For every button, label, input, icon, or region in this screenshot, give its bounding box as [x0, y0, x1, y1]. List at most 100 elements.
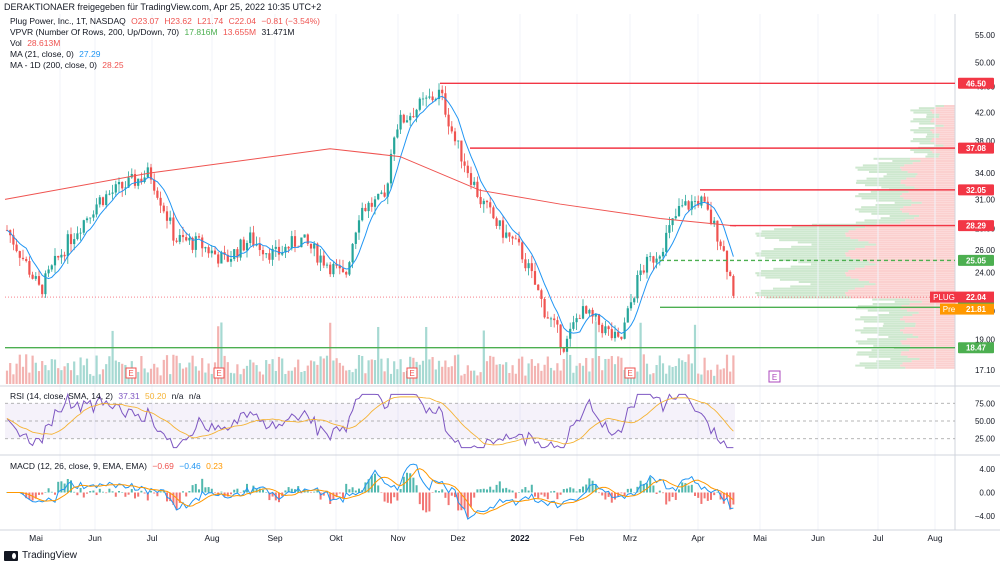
candle-body [521, 242, 524, 260]
vpvr-row-down [918, 311, 955, 314]
macd-histogram-bar [284, 490, 287, 493]
vol-legend[interactable]: Vol 28.613M [10, 38, 63, 49]
macd-histogram-bar [172, 492, 175, 505]
volume-bar [661, 363, 665, 384]
macd-tick: −4.00 [975, 512, 996, 521]
candle-body [613, 331, 617, 339]
vpvr-row-up [764, 237, 851, 239]
vpvr-row-up [756, 294, 847, 297]
vol-value: 28.613M [27, 38, 61, 48]
time-tick: Aug [204, 533, 219, 543]
candle-body [649, 256, 652, 258]
volume-bar [121, 363, 124, 384]
volume-bar [505, 362, 508, 384]
macd-histogram-bar [428, 492, 431, 512]
macd-histogram-bar [412, 477, 415, 493]
candle-body [463, 161, 466, 166]
macd-histogram-bar [422, 492, 424, 511]
volume-bar [377, 326, 380, 384]
volume-bar [501, 364, 505, 384]
vpvr-row-down [910, 157, 955, 160]
candle-body [668, 225, 671, 233]
vpvr-row-down [902, 316, 955, 319]
volume-bar [18, 354, 21, 384]
vpvr-row-down [919, 358, 955, 360]
macd-histogram-bar [242, 490, 245, 493]
volume-bar [108, 356, 111, 384]
volume-bar [527, 363, 530, 384]
level-32-05-badge [958, 184, 994, 196]
macd-histogram-bar [233, 489, 236, 493]
volume-bar [489, 355, 492, 384]
volume-bar [105, 364, 108, 384]
time-tick: Mai [753, 533, 767, 543]
candle-body [607, 326, 610, 330]
vpvr-row-up [859, 362, 903, 365]
volume-bar [341, 365, 345, 384]
volume-bar [495, 364, 498, 384]
macd-histogram-bar [537, 492, 540, 499]
candle-body [92, 214, 95, 218]
macd-histogram-bar [495, 484, 498, 493]
candle-body [25, 258, 28, 262]
candle-body [357, 220, 361, 233]
symbol-legend[interactable]: Plug Power, Inc., 1T, NASDAQ O23.07 H23.… [10, 16, 323, 27]
macd-histogram-bar [454, 492, 456, 498]
macd-histogram-bar [262, 489, 264, 493]
macd-histogram-bar [556, 492, 559, 500]
volume-bar [162, 359, 165, 384]
rsi-legend[interactable]: RSI (14, close, SMA, 14, 2) 37.31 50.20 … [10, 391, 204, 402]
vpvr-row-up [857, 351, 902, 354]
volume-bar [511, 365, 514, 384]
candle-body [146, 167, 149, 178]
vpvr-row-up [913, 131, 933, 134]
macd-histogram-bar [130, 489, 133, 493]
macd-histogram-bar [41, 492, 44, 495]
open-value: O23.07 [131, 16, 160, 26]
candle-body [473, 181, 476, 185]
ma200-legend[interactable]: MA - 1D (200, close, 0) 28.25 [10, 60, 127, 71]
volume-bar [191, 355, 194, 384]
candle-body [207, 247, 210, 254]
candle-body [687, 201, 690, 210]
ma21-legend[interactable]: MA (21, close, 0) 27.29 [10, 49, 103, 60]
volume-bar [725, 354, 729, 384]
volume-bar [140, 356, 143, 384]
volume-bar [146, 372, 149, 384]
macd-histogram-bar [697, 492, 700, 498]
vpvr-row-down [845, 232, 955, 235]
candle-body [169, 217, 172, 221]
candle-body [530, 263, 533, 272]
macd-histogram-bar [684, 483, 687, 493]
volume-bar [82, 365, 85, 384]
volume-bar [697, 373, 700, 384]
volume-bar [25, 354, 28, 384]
macd-histogram-bar [236, 488, 239, 493]
candle-body [329, 264, 332, 275]
macd-histogram-bar [639, 480, 642, 493]
volume-bar [498, 364, 501, 384]
vpvr-row-up [863, 327, 905, 330]
time-tick: Feb [570, 533, 585, 543]
macd-legend[interactable]: MACD (12, 26, close, 9, EMA, EMA) −0.69 … [10, 461, 226, 472]
vpvr-row-up [864, 184, 906, 187]
candle-body [309, 243, 313, 249]
volume-bar [114, 360, 117, 384]
macd-histogram-bar [98, 488, 101, 493]
tradingview-logo[interactable]: TradingView [4, 549, 77, 563]
candle-body [341, 268, 345, 273]
volume-bar [85, 358, 89, 384]
vpvr-row-down [934, 127, 955, 129]
vpvr-legend[interactable]: VPVR (Number Of Rows, 200, Up/Down, 70) … [10, 27, 298, 38]
volume-bar [457, 354, 460, 384]
macd-histogram-bar [345, 483, 348, 493]
macd-histogram-bar [700, 492, 703, 504]
candle-body [31, 274, 34, 279]
macd-histogram-bar [498, 481, 501, 493]
earnings-marker [406, 367, 418, 379]
volume-bar [402, 372, 405, 384]
vpvr-row-up [870, 190, 909, 193]
volume-bar [63, 366, 66, 384]
macd-histogram-bar [290, 488, 293, 493]
